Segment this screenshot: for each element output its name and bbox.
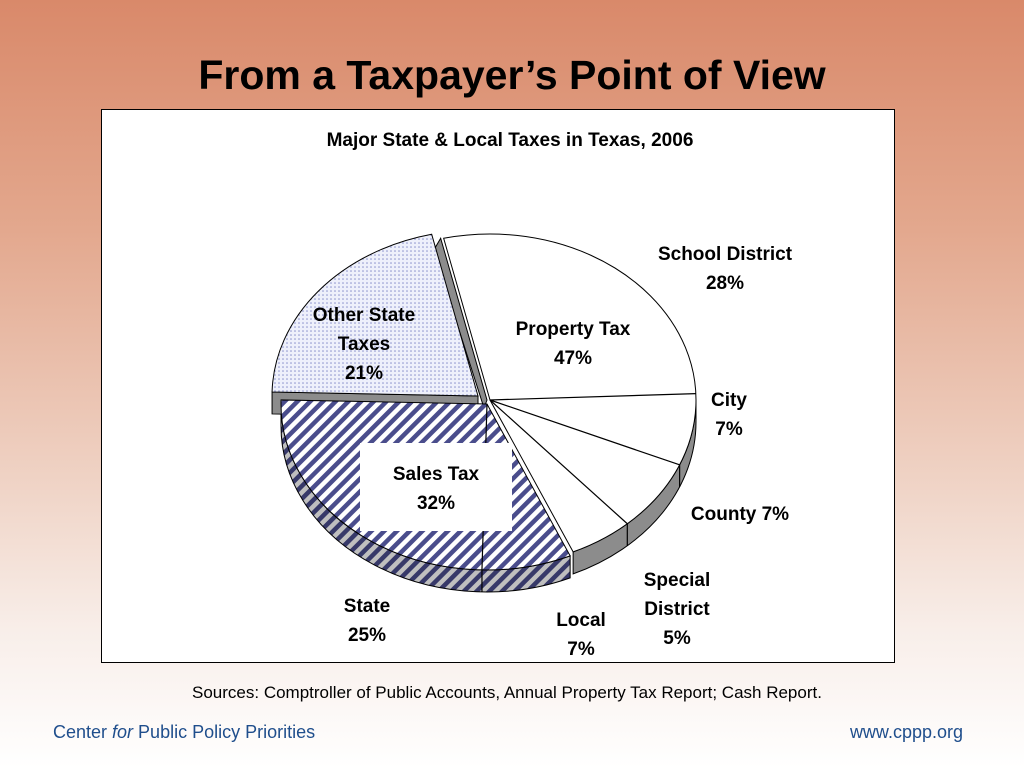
local-label: Local 7% xyxy=(556,610,606,660)
sub-divider xyxy=(489,399,680,466)
state-label: State 25% xyxy=(344,596,390,646)
slide-title: From a Taxpayer’s Point of View xyxy=(198,52,826,98)
footer-org-name: Center for Public Policy Priorities xyxy=(53,722,316,742)
sub-divider xyxy=(489,399,628,525)
property-tax-label: Property Tax 47% xyxy=(516,319,631,369)
chart-title: Major State & Local Taxes in Texas, 2006 xyxy=(327,130,694,151)
pie-chart: Major State & Local Taxes in Texas, 2006… xyxy=(271,130,793,660)
school-district-label: School District 28% xyxy=(658,244,793,294)
sales-tax-label-box xyxy=(360,443,512,531)
other-state-taxes-label: Other State Taxes 21% xyxy=(313,305,415,384)
city-label: City 7% xyxy=(711,390,747,440)
sources-note: Sources: Comptroller of Public Accounts,… xyxy=(192,683,822,702)
footer-url[interactable]: www.cppp.org xyxy=(849,722,963,742)
sales-tax-slice-side-shade xyxy=(281,404,571,592)
county-label: County 7% xyxy=(691,504,789,525)
chart-area: Major State & Local Taxes in Texas, 2006… xyxy=(101,109,895,663)
special-district-label: Special District 5% xyxy=(644,570,711,649)
sales-tax-label: Sales Tax 32% xyxy=(393,464,480,514)
other-state-taxes-slice xyxy=(271,233,479,397)
sub-divider xyxy=(489,393,696,401)
property-tax-slice xyxy=(443,233,697,553)
